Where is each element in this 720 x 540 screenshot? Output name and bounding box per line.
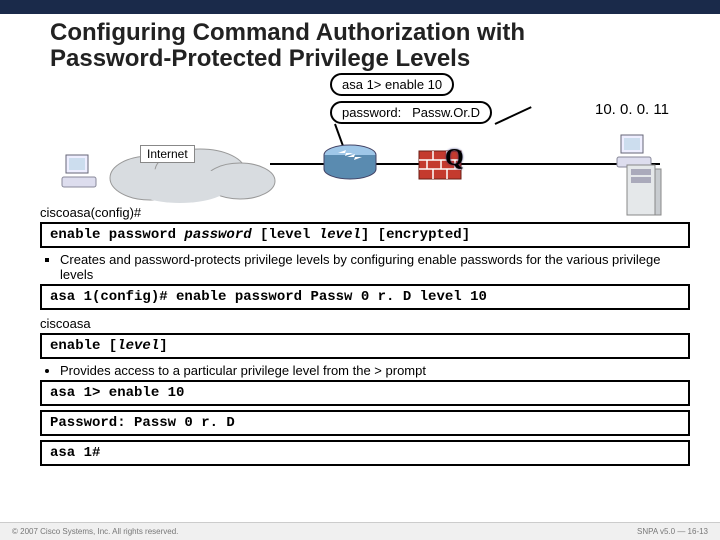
bubble2-left: password: xyxy=(342,105,401,120)
top-bar xyxy=(0,0,720,14)
router-icon xyxy=(320,143,380,183)
prompt-config: ciscoasa(config)# xyxy=(40,205,690,220)
desc-list-1: Creates and password-protects privilege … xyxy=(60,252,690,282)
example-box-3: Password: Passw 0 r. D xyxy=(40,410,690,436)
copyright: © 2007 Cisco Systems, Inc. All rights re… xyxy=(12,527,178,536)
title-line2: Password-Protected Privilege Levels xyxy=(50,45,470,72)
content-area: ciscoasa(config)# enable password passwo… xyxy=(0,205,720,466)
desc1: Creates and password-protects privilege … xyxy=(60,252,690,282)
prompt-exec: ciscoasa xyxy=(40,316,690,331)
footer: © 2007 Cisco Systems, Inc. All rights re… xyxy=(0,522,720,540)
syntax1-b: password xyxy=(184,227,251,243)
example-box-4: asa 1# xyxy=(40,440,690,466)
server-icon xyxy=(625,163,663,218)
network-diagram: asa 1> enable 10 password: Passw.Or.D In… xyxy=(0,73,720,203)
example-box-2: asa 1> enable 10 xyxy=(40,380,690,406)
desc2: Provides access to a particular privileg… xyxy=(60,363,690,378)
link-bubble2-lan xyxy=(495,106,532,125)
syntax1-e: ] [encrypted] xyxy=(361,227,470,243)
syntax1-a: enable password xyxy=(50,227,184,243)
syntax1-d: level xyxy=(319,227,361,243)
internet-label: Internet xyxy=(140,145,195,163)
syntax-box-1: enable password password [level level] [… xyxy=(40,222,690,248)
syntax-box-2: enable [level] xyxy=(40,333,690,359)
syntax2-a: enable [ xyxy=(50,338,117,354)
firewall-icon: Q xyxy=(415,143,465,183)
desc-list-2: Provides access to a particular privileg… xyxy=(60,363,690,378)
example-box-1: asa 1(config)# enable password Passw 0 r… xyxy=(40,284,690,310)
bubble2-right: Passw.Or.D xyxy=(412,105,480,120)
svg-text:Q: Q xyxy=(445,145,464,171)
syntax1-c: [level xyxy=(252,227,319,243)
ip-label: 10. 0. 0. 11 xyxy=(595,101,669,118)
pc-left-icon xyxy=(60,151,100,191)
slide-number: SNPA v5.0 — 16-13 xyxy=(637,527,708,536)
title-line1: Configuring Command Authorization with xyxy=(50,19,525,46)
cli-bubble-2: password: Passw.Or.D xyxy=(330,101,492,124)
page-title: Configuring Command Authorization with P… xyxy=(50,20,720,73)
syntax2-c: ] xyxy=(159,338,167,354)
link-router-firewall xyxy=(375,163,420,165)
cli-bubble-1: asa 1> enable 10 xyxy=(330,73,454,96)
syntax2-b: level xyxy=(117,338,159,354)
